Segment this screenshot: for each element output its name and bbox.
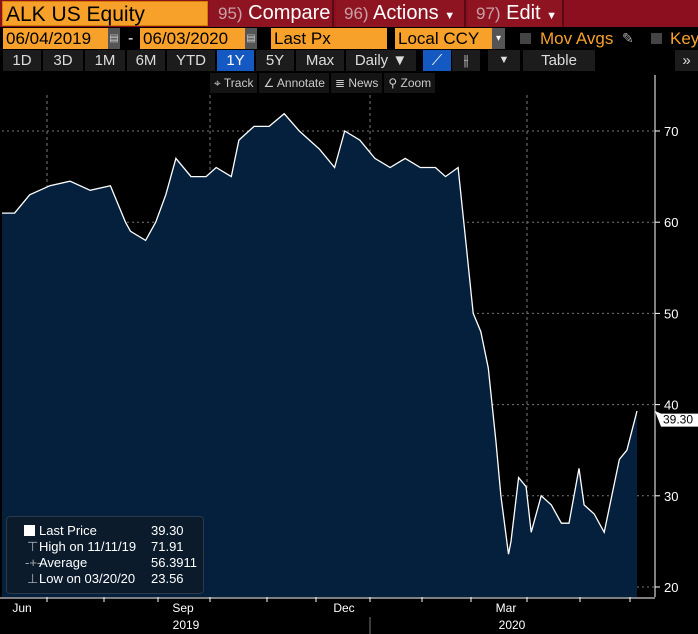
- chevron-down-icon[interactable]: ▼: [488, 50, 520, 71]
- range-1m[interactable]: 1M: [85, 50, 125, 71]
- chevron-down-icon[interactable]: ▾: [492, 28, 505, 49]
- x-month-label: Jun: [12, 601, 31, 615]
- x-month-label: Dec: [333, 601, 354, 615]
- legend-high-label: High on 11/11/19: [39, 539, 137, 554]
- key-label[interactable]: Key: [670, 29, 698, 48]
- x-month-label: Mar: [496, 601, 517, 615]
- range-6m[interactable]: 6M: [127, 50, 165, 71]
- range-1d[interactable]: 1D: [3, 50, 41, 71]
- x-year-label: 2020: [499, 618, 526, 632]
- mov-avgs-label[interactable]: Mov Avgs: [540, 29, 614, 48]
- price-line: [2, 112, 638, 555]
- bar-chart-icon[interactable]: ⫲: [452, 50, 480, 71]
- ticker-field[interactable]: ALK US Equity: [2, 1, 208, 26]
- edit-num: 97): [476, 4, 501, 23]
- range-3d[interactable]: 3D: [43, 50, 83, 71]
- compare-button[interactable]: 95) Compare: [210, 0, 334, 27]
- legend-last-value: 39.30: [151, 523, 184, 538]
- x-year-label: 2019: [173, 618, 200, 632]
- last-price-tag: [655, 410, 698, 427]
- range-5y[interactable]: 5Y: [256, 50, 294, 71]
- chevron-down-icon: ▼: [444, 10, 456, 22]
- key-checkbox[interactable]: [651, 33, 662, 44]
- low-icon: ⊥: [27, 571, 39, 586]
- date-separator: -: [128, 30, 134, 47]
- start-date-input[interactable]: 06/04/2019: [3, 28, 108, 49]
- legend-low-label: Low on 03/20/20: [39, 571, 136, 586]
- y-tick-label: 20: [664, 580, 678, 595]
- y-tick-label: 30: [664, 489, 678, 504]
- annotate-button[interactable]: ∠ Annotate: [259, 73, 329, 93]
- news-button[interactable]: ≣ News: [330, 73, 383, 93]
- frequency-select[interactable]: Daily ▼: [346, 50, 416, 71]
- news-icon: ≣: [334, 76, 345, 90]
- magnifier-icon: ⚲: [388, 76, 398, 90]
- calendar-icon[interactable]: ▤: [245, 28, 257, 49]
- actions-label: Actions: [373, 2, 439, 24]
- table-button[interactable]: Table: [523, 50, 595, 71]
- y-tick-label: 40: [664, 398, 678, 413]
- actions-num: 96): [344, 4, 369, 23]
- last-price-label: 39.30: [663, 413, 693, 427]
- more-icon[interactable]: »: [675, 50, 698, 71]
- news-label: News: [348, 76, 379, 90]
- x-month-label: Sep: [172, 601, 194, 615]
- y-tick-label: 50: [664, 306, 678, 321]
- high-icon: ⊤: [27, 539, 39, 554]
- track-button[interactable]: ⌖ Track: [210, 73, 258, 93]
- end-date-input[interactable]: 06/03/2020: [140, 28, 245, 49]
- price-area: [2, 113, 637, 597]
- legend-panel[interactable]: Last Price 39.30 ⊤ High on 11/11/19 71.9…: [6, 516, 204, 594]
- chevron-down-icon: ▼: [546, 10, 558, 22]
- legend-low-value: 23.56: [151, 571, 184, 586]
- range-toolbar: 1D 3D 1M 6M YTD 1Y 5Y Max Daily ▼ ⟋ ⫲ ▼ …: [0, 50, 698, 71]
- mov-avgs-checkbox[interactable]: [520, 33, 531, 44]
- edit-button[interactable]: 97) Edit ▼: [468, 0, 564, 27]
- actions-button[interactable]: 96) Actions ▼: [336, 0, 466, 27]
- y-tick-label: 70: [664, 124, 678, 139]
- annotate-icon: ∠: [263, 76, 275, 90]
- last-price-swatch: [24, 525, 35, 536]
- range-max[interactable]: Max: [296, 50, 344, 71]
- line-chart-icon[interactable]: ⟋: [423, 50, 451, 71]
- compare-label: Compare: [248, 2, 331, 24]
- legend-avg-value: 56.3911: [151, 555, 198, 570]
- zoom-button[interactable]: ⚲ Zoom: [384, 73, 436, 93]
- calendar-icon[interactable]: ▤: [108, 28, 120, 49]
- annotate-label: Annotate: [276, 76, 325, 90]
- crosshair-icon: ⌖: [214, 76, 221, 90]
- range-1y[interactable]: 1Y: [217, 50, 254, 71]
- currency-select[interactable]: Local CCY: [395, 28, 492, 49]
- edit-label: Edit: [506, 2, 541, 24]
- legend-avg-label: Average: [39, 555, 88, 570]
- chart-tools: ⌖ Track ∠ Annotate ≣ News ⚲ Zoom: [210, 73, 436, 93]
- track-label: Track: [223, 76, 254, 90]
- range-ytd[interactable]: YTD: [167, 50, 215, 71]
- compare-num: 95): [218, 4, 243, 23]
- zoom-label: Zoom: [400, 76, 432, 90]
- y-tick-label: 60: [664, 215, 678, 230]
- legend-last-label: Last Price: [39, 523, 97, 538]
- legend-high-value: 71.91: [151, 539, 184, 554]
- average-icon: -+-: [25, 555, 42, 570]
- field-select[interactable]: Last Px: [271, 28, 387, 49]
- pencil-icon[interactable]: ✎: [622, 30, 634, 46]
